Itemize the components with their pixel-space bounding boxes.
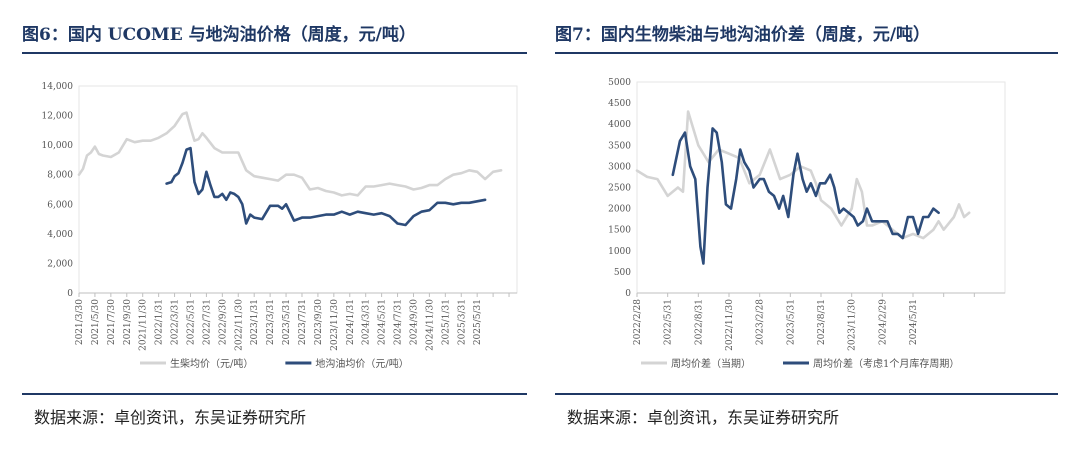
title-rule (22, 52, 527, 54)
x-tick-label: 2022/5/31 (664, 299, 674, 345)
data-source-note: 数据来源：卓创资讯，东吴证券研究所 (567, 408, 840, 427)
x-tick-label: 2023/2/28 (756, 299, 766, 345)
x-tick-label: 2021/5/30 (91, 299, 101, 345)
x-tick-label: 2022/1/31 (155, 299, 165, 345)
data-source-note: 数据来源：卓创资讯，东吴证券研究所 (34, 408, 307, 427)
y-tick-label: 6,000 (47, 200, 73, 210)
series-line (77, 111, 503, 197)
series-line (671, 127, 940, 265)
x-tick-label: 2022/11/30 (725, 299, 735, 351)
y-tick-label: 10,000 (42, 141, 74, 151)
x-tick-label: 2024/7/31 (394, 299, 404, 345)
y-tick-label: 0 (625, 289, 631, 299)
x-tick-label: 2024/9/30 (409, 299, 419, 345)
y-tick-label: 4000 (608, 120, 631, 130)
source-rule (555, 393, 1058, 395)
figure-title: 图6：国内 UCOME 与地沟油价格（周度，元/吨） (22, 25, 416, 45)
x-tick-label: 2024/5/31 (909, 299, 919, 345)
x-tick-label: 2022/9/30 (218, 299, 228, 345)
x-tick-label: 2023/8/31 (817, 299, 827, 345)
y-tick-label: 14,000 (42, 82, 74, 92)
legend-label: 周均价差（当期） (671, 357, 751, 370)
legend-label: 周均价差（考虑1个月库存周期） (813, 357, 959, 370)
x-tick-label: 2023/5/31 (282, 299, 292, 345)
x-tick-label: 2022/3/31 (171, 299, 181, 345)
x-tick-label: 2023/11/30 (330, 299, 340, 351)
y-tick-label: 1500 (608, 226, 631, 236)
y-tick-label: 2000 (608, 205, 631, 215)
x-tick-label: 2023/3/31 (266, 299, 276, 345)
x-tick-label: 2021/11/30 (139, 299, 149, 351)
y-tick-label: 4500 (608, 99, 631, 109)
x-tick-label: 2024/1/31 (346, 299, 356, 345)
y-tick-label: 2,000 (47, 259, 73, 269)
x-tick-label: 2023/1/31 (250, 299, 260, 345)
line-chart-ucome-gutter-oil: 0 2,000 4,000 6,000 8,000 10,000 12,000 14,000 2… (42, 82, 518, 370)
x-tick-label: 2024/5/31 (378, 299, 388, 345)
x-tick-label: 2025/3/31 (457, 299, 467, 345)
x-tick-label: 2021/7/30 (107, 299, 117, 345)
x-tick-label: 2024/3/31 (362, 299, 372, 345)
title-rule (555, 52, 1058, 54)
y-tick-label: 2500 (608, 184, 631, 194)
x-tick-label: 2023/5/31 (786, 299, 796, 345)
x-tick-label: 2023/9/30 (314, 299, 324, 345)
y-tick-label: 4,000 (47, 230, 73, 240)
figure-title: 图7：国内生物柴油与地沟油价差（周度，元/吨） (555, 25, 931, 45)
y-tick-label: 8,000 (47, 171, 73, 181)
chart-panel-left: 图6：国内 UCOME 与地沟油价格（周度，元/吨） 0 2,000 4,000 6,… (22, 0, 527, 454)
y-tick-label: 1000 (608, 247, 631, 257)
x-tick-label: 2021/3/30 (75, 299, 85, 345)
y-tick-label: 5000 (608, 78, 631, 88)
legend-label: 地沟油均价（元/吨） (315, 357, 408, 370)
y-tick-label: 3500 (608, 141, 631, 151)
series-line (165, 146, 487, 227)
x-tick-label: 2022/8/31 (694, 299, 704, 345)
y-tick-label: 500 (614, 268, 631, 278)
chart-area: 0 500 1000 1500 2000 2500 3000 3500 4000 4500 5000… (555, 64, 1058, 388)
y-tick-label: 12,000 (42, 112, 74, 122)
plot-frame (636, 81, 1006, 294)
plot-frame (78, 85, 518, 294)
x-tick-label: 2023/11/30 (848, 299, 858, 351)
y-tick-label: 0 (67, 289, 73, 299)
y-tick-label: 3000 (608, 162, 631, 172)
x-tick-label: 2022/7/31 (202, 299, 212, 345)
x-tick-label: 2025/5/31 (473, 299, 483, 345)
x-tick-label: 2024/2/29 (878, 299, 888, 345)
x-tick-label: 2022/5/31 (186, 299, 196, 345)
x-tick-label: 2021/9/30 (123, 299, 133, 345)
legend-label: 生柴均价（元/吨） (170, 357, 253, 370)
line-chart-price-spread: 0 500 1000 1500 2000 2500 3000 3500 4000 4500 5000… (608, 78, 1006, 370)
x-tick-label: 2025/1/31 (441, 299, 451, 345)
chart-area: 0 2,000 4,000 6,000 8,000 10,000 12,000 14,000 2… (22, 64, 527, 388)
x-tick-label: 2022/2/28 (633, 299, 643, 345)
series-line (635, 110, 971, 240)
source-rule (22, 393, 527, 395)
x-tick-label: 2022/11/30 (234, 299, 244, 351)
x-tick-label: 2023/7/31 (298, 299, 308, 345)
chart-panel-right: 图7：国内生物柴油与地沟油价差（周度，元/吨） 0 500 1000 1500 2000… (555, 0, 1058, 454)
x-tick-label: 2024/11/30 (425, 299, 435, 351)
